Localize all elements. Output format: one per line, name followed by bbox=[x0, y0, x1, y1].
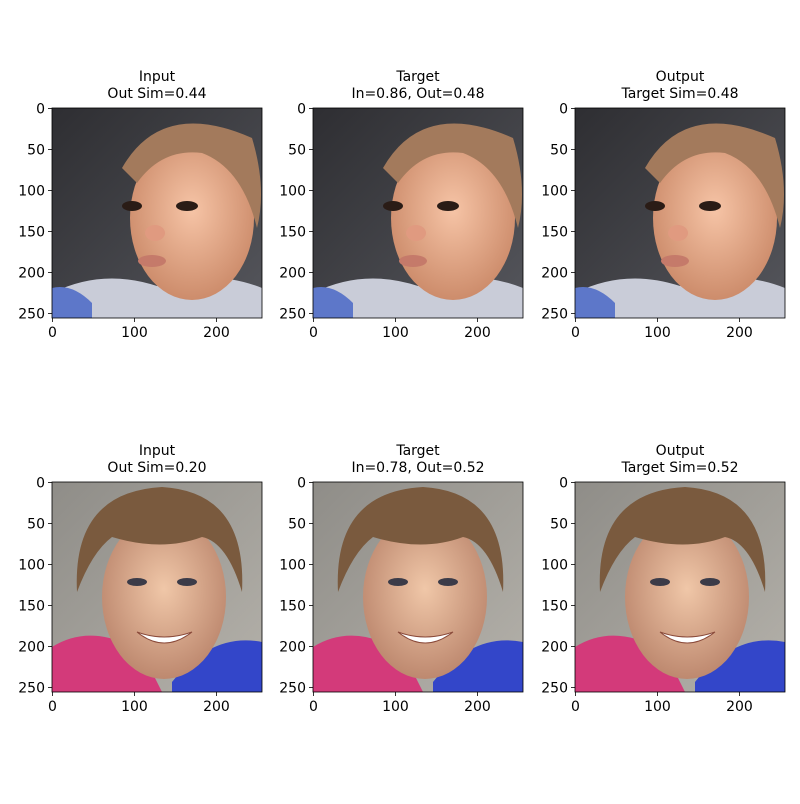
y-tick-label: 100 bbox=[18, 183, 45, 199]
y-tick-label: 50 bbox=[550, 142, 568, 158]
y-tick-label: 50 bbox=[288, 142, 306, 158]
x-tick-label: 0 bbox=[571, 325, 580, 341]
axes-subtitle: Out Sim=0.20 bbox=[107, 460, 206, 476]
y-tick-label: 250 bbox=[279, 306, 306, 322]
y-tick-label: 50 bbox=[27, 142, 45, 158]
y-tick-label: 150 bbox=[279, 598, 306, 614]
y-tick-label: 250 bbox=[18, 680, 45, 696]
y-tick-label: 200 bbox=[541, 639, 568, 655]
axes-frame bbox=[51, 107, 263, 319]
axes-subtitle: In=0.86, Out=0.48 bbox=[351, 86, 484, 102]
axes-subtitle: Target Sim=0.52 bbox=[620, 460, 738, 476]
image bbox=[52, 482, 262, 692]
image bbox=[575, 482, 785, 692]
axes-frame bbox=[51, 481, 263, 693]
y-tick-label: 100 bbox=[541, 183, 568, 199]
x-tick-label: 0 bbox=[309, 699, 318, 715]
y-tick-label: 200 bbox=[279, 639, 306, 655]
x-tick-label: 200 bbox=[726, 699, 753, 715]
y-tick-label: 50 bbox=[550, 516, 568, 532]
y-tick-label: 150 bbox=[18, 224, 45, 240]
y-tick-label: 0 bbox=[297, 101, 306, 117]
x-tick-label: 200 bbox=[464, 699, 491, 715]
y-tick-label: 250 bbox=[18, 306, 45, 322]
y-tick-label: 0 bbox=[36, 475, 45, 491]
image bbox=[313, 482, 523, 692]
axes-subtitle: In=0.78, Out=0.52 bbox=[351, 460, 484, 476]
x-tick-label: 100 bbox=[121, 325, 148, 341]
x-tick-label: 200 bbox=[203, 325, 230, 341]
x-tick-label: 0 bbox=[309, 325, 318, 341]
y-tick-label: 200 bbox=[18, 265, 45, 281]
y-tick-label: 150 bbox=[541, 598, 568, 614]
axes-frame bbox=[574, 481, 786, 693]
y-tick-label: 0 bbox=[297, 475, 306, 491]
axes-title: Target bbox=[395, 69, 440, 85]
y-tick-label: 100 bbox=[279, 557, 306, 573]
axes-frame bbox=[312, 107, 524, 319]
axes-subtitle: Target Sim=0.48 bbox=[620, 86, 738, 102]
x-tick-label: 100 bbox=[121, 699, 148, 715]
y-tick-label: 0 bbox=[559, 101, 568, 117]
image bbox=[52, 108, 262, 318]
y-tick-label: 250 bbox=[541, 680, 568, 696]
y-tick-label: 200 bbox=[18, 639, 45, 655]
x-tick-label: 200 bbox=[464, 325, 491, 341]
axes-title: Output bbox=[656, 69, 705, 85]
axes-subtitle: Out Sim=0.44 bbox=[107, 86, 206, 102]
x-tick-label: 100 bbox=[382, 699, 409, 715]
y-tick-label: 250 bbox=[541, 306, 568, 322]
y-tick-label: 150 bbox=[279, 224, 306, 240]
y-tick-label: 200 bbox=[541, 265, 568, 281]
axes-frame bbox=[574, 107, 786, 319]
y-tick-label: 50 bbox=[288, 516, 306, 532]
axes-frame bbox=[312, 481, 524, 693]
y-tick-label: 200 bbox=[279, 265, 306, 281]
image bbox=[313, 108, 523, 318]
y-tick-label: 250 bbox=[279, 680, 306, 696]
axes-title: Input bbox=[139, 69, 176, 85]
axes-title: Output bbox=[656, 443, 705, 459]
x-tick-label: 0 bbox=[48, 325, 57, 341]
x-tick-label: 0 bbox=[571, 699, 580, 715]
axes-title: Input bbox=[139, 443, 176, 459]
x-tick-label: 100 bbox=[382, 325, 409, 341]
y-tick-label: 0 bbox=[559, 475, 568, 491]
y-tick-label: 100 bbox=[279, 183, 306, 199]
x-tick-label: 100 bbox=[644, 325, 671, 341]
axes-title: Target bbox=[395, 443, 440, 459]
y-tick-label: 150 bbox=[18, 598, 45, 614]
x-tick-label: 200 bbox=[203, 699, 230, 715]
y-tick-label: 100 bbox=[18, 557, 45, 573]
y-tick-label: 150 bbox=[541, 224, 568, 240]
y-tick-label: 50 bbox=[27, 516, 45, 532]
x-tick-label: 200 bbox=[726, 325, 753, 341]
x-tick-label: 100 bbox=[644, 699, 671, 715]
x-tick-label: 0 bbox=[48, 699, 57, 715]
y-tick-label: 0 bbox=[36, 101, 45, 117]
image bbox=[575, 108, 785, 318]
y-tick-label: 100 bbox=[541, 557, 568, 573]
